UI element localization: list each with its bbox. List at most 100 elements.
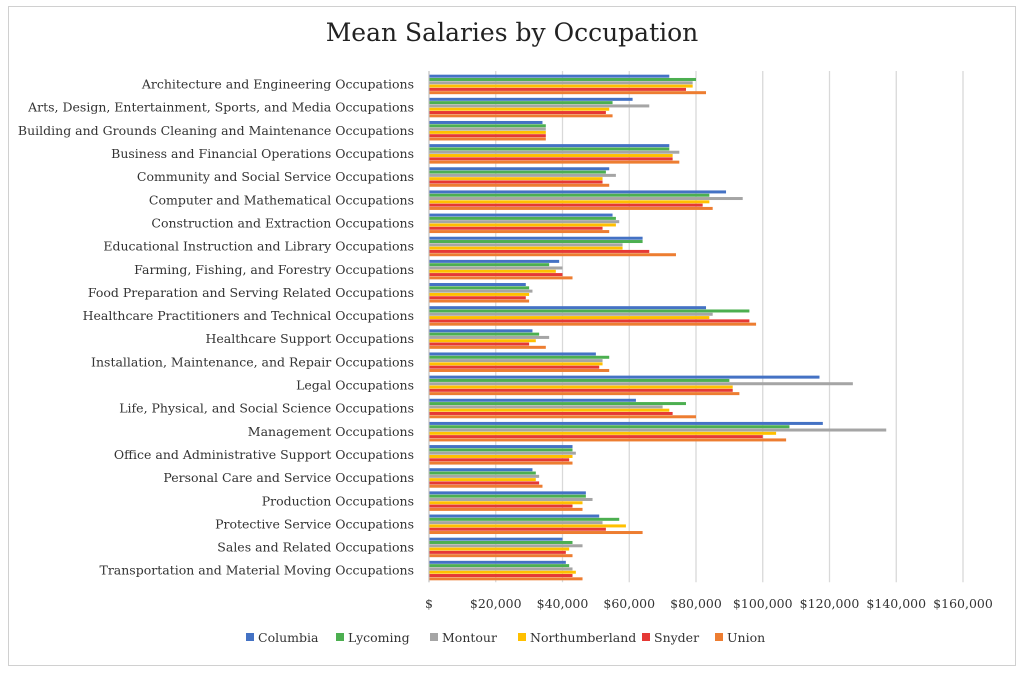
category-label: Business and Financial Operations Occupa…: [111, 146, 414, 161]
bar-montour: [429, 173, 616, 177]
bar-montour: [429, 266, 563, 270]
bar-montour: [429, 405, 663, 409]
bar-snyder: [429, 203, 703, 207]
category-label: Food Preparation and Serving Related Occ…: [88, 285, 414, 300]
category-label: Legal Occupations: [296, 378, 414, 393]
category-label: Installation, Maintenance, and Repair Oc…: [91, 354, 414, 369]
bar-snyder: [429, 504, 573, 508]
bar-union: [429, 137, 546, 141]
bar-northumberland: [429, 408, 670, 412]
legend-swatch: [336, 633, 344, 641]
bar-columbia: [429, 421, 823, 425]
bar-lycoming: [429, 378, 730, 382]
category-label: Building and Grounds Cleaning and Mainte…: [18, 123, 414, 138]
bar-snyder: [429, 180, 603, 184]
bar-montour: [429, 243, 623, 247]
x-tick-label: $120,000: [800, 596, 860, 611]
bar-union: [429, 392, 740, 396]
bar-columbia: [429, 259, 560, 263]
bar-montour: [429, 312, 713, 316]
bar-snyder: [429, 319, 750, 323]
bar-snyder: [429, 527, 606, 531]
bar-montour: [429, 544, 583, 548]
bar-lycoming: [429, 77, 696, 81]
bar-northumberland: [429, 223, 616, 227]
bar-snyder: [429, 550, 566, 554]
bar-columbia: [429, 144, 670, 148]
bar-snyder: [429, 458, 570, 462]
bar-union: [429, 322, 757, 326]
bar-montour: [429, 521, 603, 525]
bar-montour: [429, 289, 533, 293]
legend-swatch: [715, 633, 723, 641]
bar-snyder: [429, 111, 606, 115]
category-label: Farming, Fishing, and Forestry Occupatio…: [134, 262, 414, 277]
bar-union: [429, 160, 680, 164]
category-label: Architecture and Engineering Occupations: [141, 77, 414, 92]
x-tick-label: $40,000: [537, 596, 589, 611]
bar-lycoming: [429, 425, 790, 429]
bar-northumberland: [429, 130, 546, 134]
bar-snyder: [429, 481, 540, 485]
bar-columbia: [429, 398, 636, 402]
bar-snyder: [429, 273, 563, 277]
legend-label: Northumberland: [530, 630, 636, 645]
bar-lycoming: [429, 124, 546, 128]
bar-union: [429, 206, 713, 210]
bar-union: [429, 230, 610, 234]
bar-columbia: [429, 167, 610, 171]
bar-union: [429, 461, 573, 465]
category-label: Healthcare Practitioners and Technical O…: [83, 308, 414, 323]
bar-union: [429, 299, 530, 303]
bar-columbia: [429, 190, 727, 194]
bar-columbia: [429, 329, 533, 333]
bar-montour: [429, 197, 743, 201]
bar-columbia: [429, 120, 543, 124]
x-tick-label: $60,000: [603, 596, 655, 611]
bar-northumberland: [429, 524, 626, 528]
category-label: Construction and Extraction Occupations: [151, 215, 414, 230]
bar-lycoming: [429, 309, 750, 313]
bar-northumberland: [429, 362, 603, 366]
bar-union: [429, 183, 610, 187]
bar-northumberland: [429, 107, 610, 111]
bar-union: [429, 577, 583, 581]
bar-columbia: [429, 375, 820, 379]
bar-montour: [429, 127, 546, 131]
bar-northumberland: [429, 292, 530, 296]
bar-union: [429, 484, 543, 488]
legend-label: Montour: [442, 630, 497, 645]
category-label: Life, Physical, and Social Science Occup…: [119, 401, 414, 416]
bar-columbia: [429, 491, 586, 495]
bar-montour: [429, 104, 650, 108]
bar-lycoming: [429, 263, 550, 267]
bar-columbia: [429, 514, 600, 518]
bar-northumberland: [429, 339, 536, 343]
legend-label: Snyder: [654, 630, 699, 645]
x-tick-label: $: [425, 596, 433, 611]
bar-northumberland: [429, 269, 556, 273]
bar-lycoming: [429, 355, 610, 359]
bar-lycoming: [429, 494, 586, 498]
bar-columbia: [429, 306, 707, 310]
bar-lycoming: [429, 147, 670, 151]
bar-snyder: [429, 574, 573, 578]
category-label: Office and Administrative Support Occupa…: [114, 447, 414, 462]
bar-union: [429, 507, 583, 511]
x-tick-label: $20,000: [470, 596, 522, 611]
bar-columbia: [429, 97, 633, 101]
bar-montour: [429, 474, 540, 478]
bar-lycoming: [429, 193, 710, 197]
bar-snyder: [429, 435, 763, 439]
bar-lycoming: [429, 216, 616, 220]
bar-lycoming: [429, 402, 686, 406]
bar-columbia: [429, 468, 533, 472]
bar-union: [429, 415, 696, 419]
category-label: Management Occupations: [248, 424, 414, 439]
bar-lycoming: [429, 101, 613, 105]
bar-montour: [429, 567, 573, 571]
bar-snyder: [429, 296, 526, 300]
bar-union: [429, 554, 573, 558]
category-label: Community and Social Service Occupations: [137, 169, 414, 184]
